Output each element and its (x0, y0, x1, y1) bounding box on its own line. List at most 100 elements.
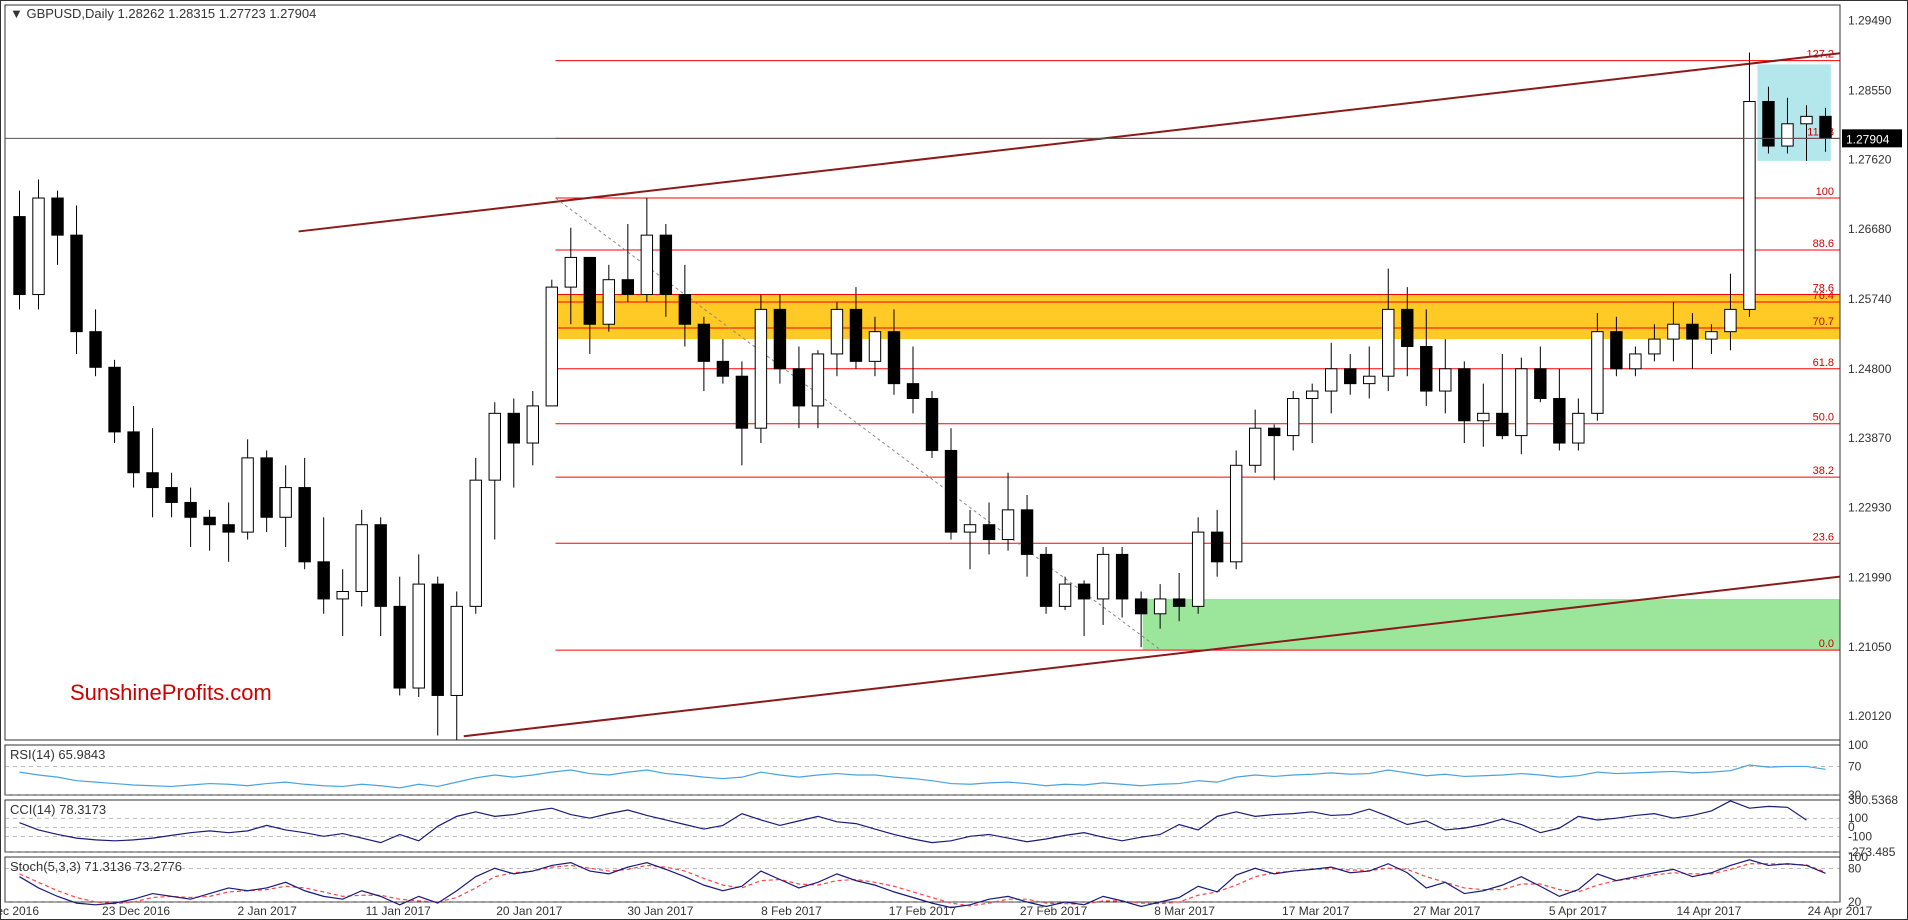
candle-body[interactable] (1249, 428, 1260, 465)
candle-body[interactable] (1573, 413, 1584, 443)
zone (1143, 599, 1840, 650)
candle-body[interactable] (660, 235, 671, 294)
candle-body[interactable] (1402, 309, 1413, 346)
candle-body[interactable] (546, 287, 557, 406)
candle-body[interactable] (1649, 339, 1660, 354)
candle-body[interactable] (489, 413, 500, 480)
candle-body[interactable] (983, 525, 994, 540)
candle-body[interactable] (850, 309, 861, 361)
candle-body[interactable] (1345, 369, 1356, 384)
candle-body[interactable] (622, 280, 633, 295)
candle-body[interactable] (1497, 413, 1508, 435)
candle-body[interactable] (679, 295, 690, 325)
candle-body[interactable] (33, 198, 44, 295)
candle-body[interactable] (109, 367, 120, 432)
candle-body[interactable] (1230, 465, 1241, 562)
candle-body[interactable] (1059, 584, 1070, 606)
candle-body[interactable] (432, 584, 443, 695)
candle-body[interactable] (1782, 124, 1793, 146)
candle-body[interactable] (413, 584, 424, 688)
candle-body[interactable] (1421, 347, 1432, 392)
candle-body[interactable] (1440, 369, 1451, 391)
candle-body[interactable] (280, 488, 291, 518)
candle-body[interactable] (888, 332, 899, 384)
candle-body[interactable] (128, 432, 139, 473)
candle-body[interactable] (793, 369, 804, 406)
candle-body[interactable] (166, 488, 177, 503)
candle-body[interactable] (375, 525, 386, 607)
candle-body[interactable] (1554, 398, 1565, 443)
candle-body[interactable] (527, 406, 538, 443)
chart-svg[interactable]: 127.2112.810088.678.676.470.761.850.038.… (0, 0, 1908, 920)
candle-body[interactable] (204, 517, 215, 524)
candle-body[interactable] (907, 384, 918, 399)
candle-body[interactable] (945, 450, 956, 532)
candle-body[interactable] (1535, 369, 1546, 399)
candle-body[interactable] (1002, 510, 1013, 540)
candle-body[interactable] (356, 525, 367, 592)
candle-body[interactable] (223, 525, 234, 532)
candle-body[interactable] (1478, 413, 1489, 420)
candle-body[interactable] (1040, 554, 1051, 606)
candle-body[interactable] (1459, 369, 1470, 421)
candle-body[interactable] (1364, 376, 1375, 383)
candle-body[interactable] (1611, 332, 1622, 369)
candle-body[interactable] (717, 361, 728, 376)
candle-body[interactable] (299, 488, 310, 562)
candle-body[interactable] (698, 324, 709, 361)
candle-body[interactable] (1630, 354, 1641, 369)
candle-body[interactable] (1744, 102, 1755, 310)
candle-body[interactable] (185, 502, 196, 517)
candle-body[interactable] (1116, 554, 1127, 599)
candle-body[interactable] (1763, 102, 1774, 147)
candle-body[interactable] (1173, 599, 1184, 606)
candle-body[interactable] (394, 606, 405, 688)
candle-body[interactable] (318, 562, 329, 599)
candle-body[interactable] (1307, 391, 1318, 398)
candle-body[interactable] (774, 309, 785, 368)
candle-body[interactable] (1801, 116, 1812, 123)
candle-body[interactable] (337, 592, 348, 599)
candle-body[interactable] (926, 398, 937, 450)
candle-body[interactable] (1021, 510, 1032, 555)
candle-body[interactable] (90, 332, 101, 368)
candle-body[interactable] (1592, 332, 1603, 414)
candle-body[interactable] (603, 280, 614, 325)
candle-body[interactable] (1668, 324, 1679, 339)
candle-body[interactable] (736, 376, 747, 428)
candle-body[interactable] (1268, 428, 1279, 435)
candle-body[interactable] (584, 257, 595, 324)
candle-body[interactable] (1135, 599, 1146, 614)
candle-body[interactable] (1725, 309, 1736, 331)
candle-body[interactable] (470, 480, 481, 606)
candle-body[interactable] (1211, 532, 1222, 562)
candle-body[interactable] (261, 458, 272, 517)
candle-body[interactable] (755, 309, 766, 428)
candle-body[interactable] (641, 235, 652, 294)
candle-body[interactable] (1383, 309, 1394, 376)
candle-body[interactable] (1706, 332, 1717, 339)
candle-body[interactable] (508, 413, 519, 443)
candle-body[interactable] (869, 332, 880, 362)
candle-body[interactable] (1192, 532, 1203, 606)
candle-body[interactable] (565, 257, 576, 287)
candle-body[interactable] (1326, 369, 1337, 391)
candle-body[interactable] (831, 309, 842, 354)
x-tick-label: 24 Apr 2017 (1808, 904, 1873, 918)
candle-body[interactable] (1687, 324, 1698, 339)
y-tick-label: 1.29490 (1848, 14, 1892, 28)
candle-body[interactable] (1820, 116, 1831, 138)
candle-body[interactable] (451, 606, 462, 695)
candle-body[interactable] (52, 198, 63, 235)
candle-body[interactable] (14, 217, 25, 295)
candle-body[interactable] (1288, 398, 1299, 435)
candle-body[interactable] (1097, 554, 1108, 599)
candle-body[interactable] (242, 458, 253, 532)
candle-body[interactable] (1516, 369, 1527, 436)
candle-body[interactable] (1154, 599, 1165, 614)
candle-body[interactable] (1078, 584, 1089, 599)
candle-body[interactable] (964, 525, 975, 532)
candle-body[interactable] (812, 354, 823, 406)
candle-body[interactable] (71, 235, 82, 332)
candle-body[interactable] (147, 473, 158, 488)
